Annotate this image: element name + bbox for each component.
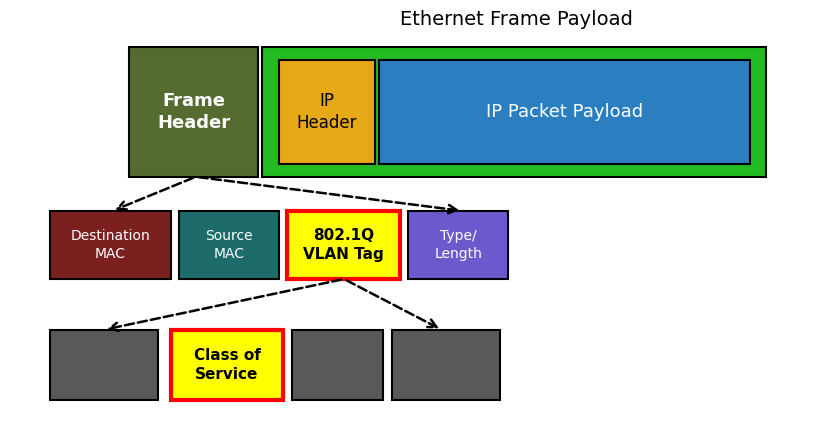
Text: 802.1Q
VLAN Tag: 802.1Q VLAN Tag [303, 228, 384, 262]
Text: Type/
Length: Type/ Length [434, 229, 482, 261]
FancyBboxPatch shape [50, 211, 171, 279]
FancyBboxPatch shape [179, 211, 279, 279]
FancyBboxPatch shape [408, 211, 508, 279]
Text: Class of
Service: Class of Service [193, 348, 261, 382]
Text: Source
MAC: Source MAC [205, 229, 253, 261]
Text: Ethernet Frame Payload: Ethernet Frame Payload [400, 10, 633, 29]
FancyBboxPatch shape [292, 330, 383, 400]
Text: IP
Header: IP Header [297, 92, 357, 132]
FancyBboxPatch shape [379, 60, 750, 164]
Text: IP Packet Payload: IP Packet Payload [486, 103, 643, 121]
Text: Frame
Header: Frame Header [157, 92, 230, 132]
FancyBboxPatch shape [50, 330, 158, 400]
FancyBboxPatch shape [129, 47, 258, 177]
FancyBboxPatch shape [287, 211, 400, 279]
FancyBboxPatch shape [279, 60, 375, 164]
FancyBboxPatch shape [392, 330, 500, 400]
FancyBboxPatch shape [262, 47, 766, 177]
FancyBboxPatch shape [171, 330, 283, 400]
Text: Destination
MAC: Destination MAC [71, 229, 150, 261]
